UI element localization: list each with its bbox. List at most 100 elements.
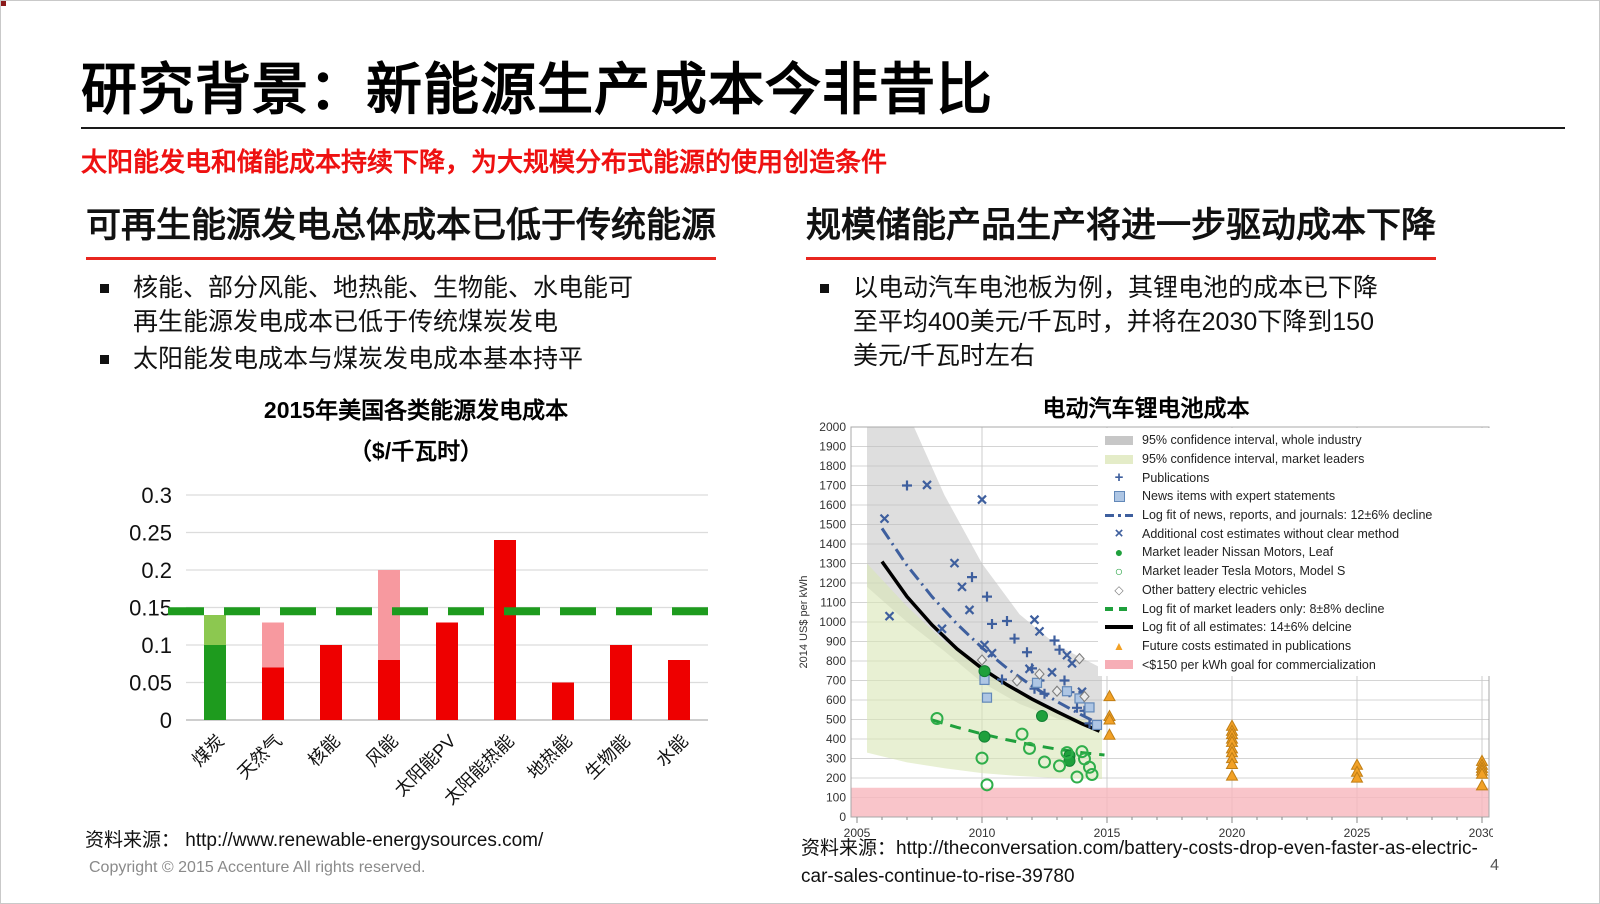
left-source-text: 资料来源： http://www.renewable-energysources… bbox=[85, 830, 544, 851]
legend-item: 95% confidence interval, market leaders bbox=[1104, 450, 1491, 469]
line-black-legend-marker bbox=[1104, 625, 1134, 630]
svg-text:煤炭: 煤炭 bbox=[188, 731, 228, 771]
svg-text:500: 500 bbox=[826, 713, 846, 727]
circle-open-legend-marker: ○ bbox=[1114, 563, 1124, 580]
legend-item: 95% confidence interval, whole industry bbox=[1104, 431, 1491, 450]
svg-text:700: 700 bbox=[826, 674, 846, 688]
legend-label: 95% confidence interval, market leaders bbox=[1142, 452, 1365, 467]
legend-label: Market leader Nissan Motors, Leaf bbox=[1142, 545, 1334, 560]
copyright-text: Copyright © 2015 Accenture All rights re… bbox=[89, 859, 426, 876]
svg-text:0.1: 0.1 bbox=[141, 633, 172, 658]
legend-item: ● Market leader Nissan Motors, Leaf bbox=[1104, 543, 1491, 562]
svg-text:2000: 2000 bbox=[819, 420, 846, 434]
cross-legend-marker: × bbox=[1114, 525, 1124, 543]
svg-text:2014 US$ per kWh: 2014 US$ per kWh bbox=[798, 576, 810, 669]
svg-text:0.2: 0.2 bbox=[141, 558, 172, 583]
scatter-chart-title: 电动汽车锂电池成本 bbox=[1042, 395, 1250, 421]
page-title: 研究背景：新能源生产成本今非昔比 bbox=[81, 58, 993, 121]
bullet-marker bbox=[93, 271, 133, 339]
plus-legend-marker: + bbox=[1114, 469, 1124, 487]
svg-text:1800: 1800 bbox=[819, 459, 846, 473]
slide-subtitle: 太阳能发电和储能成本持续下降，为大规模分布式能源的使用创造条件 bbox=[81, 147, 888, 177]
legend-label: <$150 per kWh goal for commercialization bbox=[1142, 657, 1376, 672]
svg-text:800: 800 bbox=[826, 654, 846, 668]
legend-label: Future costs estimated in publications bbox=[1142, 638, 1352, 653]
bullet-text: 太阳能发电成本与煤炭发电成本基本持平 bbox=[133, 345, 584, 373]
svg-text:1400: 1400 bbox=[819, 537, 846, 551]
svg-text:1000: 1000 bbox=[819, 615, 846, 629]
left-section-heading: 可再生能源发电总体成本已低于传统能源 bbox=[86, 197, 717, 260]
svg-text:2020: 2020 bbox=[1219, 826, 1246, 840]
right-source-line2: car-sales-continue-to-rise-39780 bbox=[801, 866, 1075, 887]
legend-item: + Publications bbox=[1104, 468, 1491, 487]
svg-text:100: 100 bbox=[826, 791, 846, 805]
line-dashed-legend-marker bbox=[1104, 606, 1134, 611]
svg-text:0.05: 0.05 bbox=[129, 671, 172, 696]
circle-filled-legend-marker: ● bbox=[1114, 544, 1124, 561]
svg-text:1100: 1100 bbox=[820, 596, 846, 610]
svg-text:0.25: 0.25 bbox=[129, 521, 172, 546]
svg-text:0.15: 0.15 bbox=[129, 596, 172, 621]
svg-text:1600: 1600 bbox=[819, 498, 846, 512]
svg-text:风能: 风能 bbox=[362, 731, 402, 771]
scatter-chart-legend: 95% confidence interval, whole industry 9… bbox=[1098, 428, 1491, 676]
bar-chart-title: 2015年美国各类能源发电成本 bbox=[263, 397, 569, 423]
legend-item: ○ Market leader Tesla Motors, Model S bbox=[1104, 562, 1491, 581]
svg-text:1700: 1700 bbox=[819, 479, 846, 493]
bar-chart-unit: （$/千瓦时） bbox=[348, 438, 484, 464]
bullet-marker bbox=[813, 271, 853, 373]
svg-text:900: 900 bbox=[826, 635, 846, 649]
triangle-legend-marker: ▲ bbox=[1113, 638, 1125, 653]
legend-label: 95% confidence interval, whole industry bbox=[1142, 433, 1362, 448]
right-section-heading: 规模储能产品生产将进一步驱动成本下降 bbox=[806, 197, 1437, 260]
legend-item: News items with expert statements bbox=[1104, 487, 1491, 506]
svg-text:300: 300 bbox=[826, 752, 846, 766]
page-number: 4 bbox=[1490, 857, 1499, 874]
band-pink-legend-marker bbox=[1104, 660, 1134, 670]
legend-label: News items with expert statements bbox=[1142, 489, 1336, 504]
band-green-legend-marker bbox=[1104, 454, 1134, 464]
svg-text:地热能: 地热能 bbox=[524, 731, 576, 783]
legend-item: ◇ Other battery electric vehicles bbox=[1104, 581, 1491, 600]
legend-item: Log fit of all estimates: 14±6% delcine bbox=[1104, 618, 1491, 637]
svg-text:1200: 1200 bbox=[819, 576, 846, 590]
svg-text:2005: 2005 bbox=[844, 826, 871, 840]
right-source-line1: 资料来源：http://theconversation.com/battery-… bbox=[801, 838, 1478, 859]
svg-text:0: 0 bbox=[160, 708, 172, 733]
svg-text:2015: 2015 bbox=[1094, 826, 1121, 840]
legend-label: Other battery electric vehicles bbox=[1142, 582, 1307, 597]
legend-item: × Additional cost estimates without clear… bbox=[1104, 524, 1491, 543]
svg-text:0.3: 0.3 bbox=[141, 483, 172, 508]
svg-text:2030: 2030 bbox=[1469, 826, 1493, 840]
svg-text:2025: 2025 bbox=[1344, 826, 1371, 840]
legend-label: Log fit of news, reports, and journals: … bbox=[1142, 508, 1433, 523]
bullet-item: 以电动汽车电池板为例，其锂电池的成本已下降至平均400美元/千瓦时，并将在203… bbox=[813, 271, 1398, 373]
legend-label: Additional cost estimates without clear … bbox=[1142, 526, 1400, 541]
legend-item: Log fit of news, reports, and journals: … bbox=[1104, 506, 1491, 525]
right-source-text: 资料来源：http://theconversation.com/battery-… bbox=[801, 835, 1478, 891]
svg-text:2010: 2010 bbox=[969, 826, 996, 840]
line-dashdot-legend-marker bbox=[1104, 513, 1134, 517]
svg-text:1900: 1900 bbox=[819, 440, 846, 454]
svg-text:1300: 1300 bbox=[819, 557, 846, 571]
legend-label: Log fit of market leaders only: 8±8% dec… bbox=[1142, 601, 1385, 616]
legend-label: Market leader Tesla Motors, Model S bbox=[1142, 564, 1346, 579]
legend-item: <$150 per kWh goal for commercialization bbox=[1104, 655, 1491, 674]
svg-text:400: 400 bbox=[826, 732, 846, 746]
bullet-text: 以电动汽车电池板为例，其锂电池的成本已下降至平均400美元/千瓦时，并将在203… bbox=[853, 274, 1379, 370]
svg-text:天然气: 天然气 bbox=[234, 731, 286, 783]
legend-item: ▲ Future costs estimated in publications bbox=[1104, 637, 1491, 656]
svg-text:1500: 1500 bbox=[819, 518, 846, 532]
bullet-item: 核能、部分风能、地热能、生物能、水电能可再生能源发电成本已低于传统煤炭发电 bbox=[93, 271, 638, 339]
svg-text:600: 600 bbox=[826, 693, 846, 707]
bullet-marker bbox=[93, 342, 133, 376]
svg-text:核能: 核能 bbox=[304, 731, 344, 771]
band-gray-legend-marker bbox=[1104, 435, 1134, 445]
diamond-legend-marker: ◇ bbox=[1114, 582, 1124, 597]
left-bullet-list: 核能、部分风能、地热能、生物能、水电能可再生能源发电成本已低于传统煤炭发电太阳能… bbox=[93, 271, 638, 379]
svg-text:200: 200 bbox=[826, 771, 846, 785]
legend-label: Publications bbox=[1142, 470, 1210, 485]
bullet-text: 核能、部分风能、地热能、生物能、水电能可再生能源发电成本已低于传统煤炭发电 bbox=[133, 274, 634, 336]
legend-item: Log fit of market leaders only: 8±8% dec… bbox=[1104, 599, 1491, 618]
